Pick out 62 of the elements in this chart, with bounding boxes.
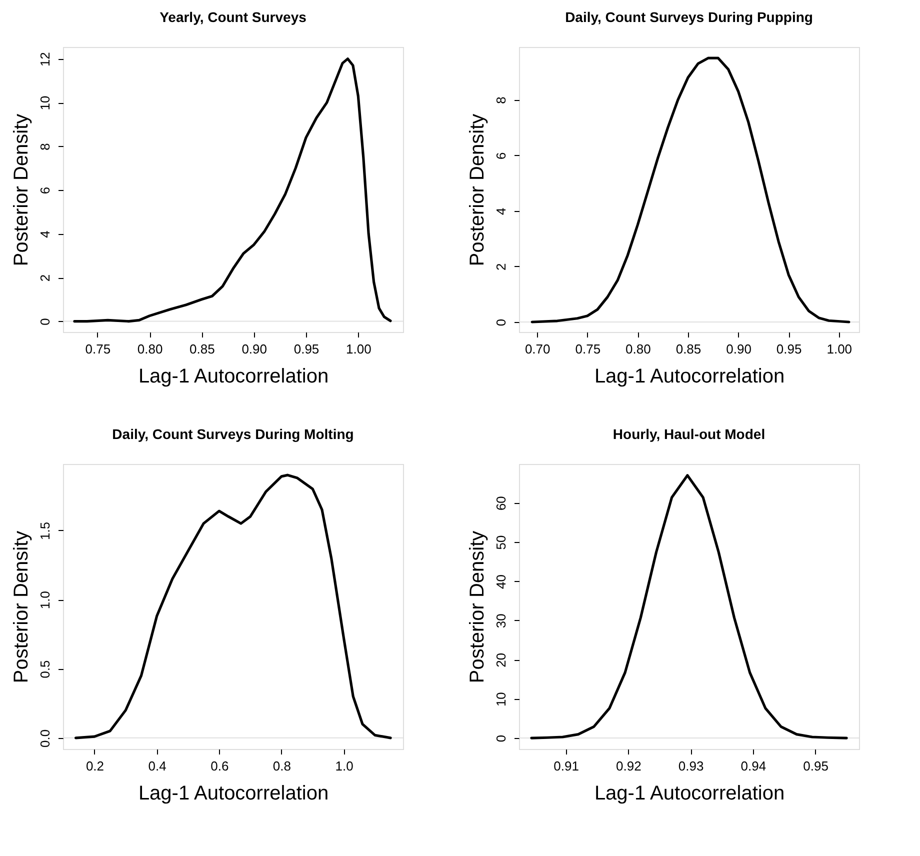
line-series bbox=[74, 474, 392, 740]
y-tick-label: 0.0 bbox=[38, 729, 52, 748]
y-tick-label: 60 bbox=[494, 496, 508, 511]
x-axis-title: Lag-1 Autocorrelation bbox=[138, 782, 329, 804]
line-series bbox=[530, 56, 850, 324]
x-tick-label: 0.90 bbox=[242, 342, 268, 356]
x-tick-label: 0.90 bbox=[726, 342, 752, 356]
y-tick-label: 0 bbox=[494, 734, 508, 742]
y-axis-title: Posterior Density bbox=[10, 530, 32, 684]
x-tick-label: 0.80 bbox=[626, 342, 651, 356]
y-tick-label: 1.0 bbox=[38, 591, 52, 610]
y-tick-label: 1.5 bbox=[38, 522, 52, 540]
x-tick-label: 0.6 bbox=[210, 758, 229, 774]
y-tick-label: 0 bbox=[38, 318, 52, 326]
x-tick-label: 0.85 bbox=[190, 342, 215, 356]
y-tick-label: 8 bbox=[494, 96, 508, 104]
x-axis-title: Lag-1 Autocorrelation bbox=[594, 366, 785, 388]
y-tick-label: 6 bbox=[38, 186, 52, 194]
x-tick-label: 1.00 bbox=[346, 342, 372, 356]
x-tick-label: 0.4 bbox=[148, 758, 166, 774]
x-tick-label: 0.75 bbox=[575, 342, 601, 356]
x-tick-label: 0.93 bbox=[678, 758, 704, 774]
y-tick-label: 4 bbox=[38, 230, 52, 238]
line-series bbox=[73, 58, 392, 323]
chart-title: Yearly, Count Surveys bbox=[160, 9, 307, 25]
x-axis-title: Lag-1 Autocorrelation bbox=[594, 782, 785, 804]
y-tick-label: 4 bbox=[494, 208, 508, 216]
y-tick-label: 12 bbox=[38, 52, 52, 67]
x-tick-label: 0.85 bbox=[676, 342, 702, 356]
x-tick-label: 1.00 bbox=[826, 342, 852, 356]
x-tick-label: 0.95 bbox=[803, 758, 828, 774]
x-tick-label: 0.80 bbox=[137, 342, 163, 356]
x-tick-label: 0.75 bbox=[85, 342, 111, 356]
y-tick-label: 40 bbox=[494, 574, 508, 589]
y-tick-label: 0.5 bbox=[38, 660, 52, 678]
y-tick-label: 2 bbox=[38, 274, 52, 282]
chart-title: Hourly, Haul-out Model bbox=[612, 426, 766, 442]
x-tick-label: 0.95 bbox=[294, 342, 320, 356]
x-tick-label: 1.0 bbox=[335, 758, 354, 774]
y-tick-label: 10 bbox=[38, 96, 52, 110]
x-tick-label: 0.91 bbox=[554, 758, 579, 774]
y-axis-title: Posterior Density bbox=[10, 114, 32, 266]
y-axis-title: Posterior Density bbox=[466, 530, 488, 684]
y-tick-label: 8 bbox=[38, 143, 52, 150]
x-tick-label: 0.2 bbox=[86, 758, 104, 774]
y-axis-title: Posterior Density bbox=[466, 114, 488, 266]
x-tick-label: 0.94 bbox=[740, 758, 766, 774]
x-tick-label: 0.8 bbox=[272, 758, 291, 774]
x-tick-label: 0.70 bbox=[524, 342, 550, 356]
x-tick-label: 0.95 bbox=[776, 342, 802, 356]
y-tick-label: 30 bbox=[494, 614, 508, 628]
y-tick-label: 6 bbox=[494, 152, 508, 160]
y-tick-label: 20 bbox=[494, 652, 508, 668]
x-tick-label: 0.92 bbox=[616, 758, 642, 774]
line-series bbox=[530, 474, 848, 740]
x-axis-title: Lag-1 Autocorrelation bbox=[138, 366, 329, 388]
y-tick-label: 0 bbox=[494, 318, 508, 326]
chart-title: Daily, Count Surveys During Molting bbox=[112, 426, 354, 442]
y-tick-label: 2 bbox=[494, 263, 508, 271]
y-tick-label: 50 bbox=[494, 535, 508, 550]
chart-title: Daily, Count Surveys During Pupping bbox=[565, 9, 813, 25]
y-tick-label: 10 bbox=[494, 692, 508, 707]
